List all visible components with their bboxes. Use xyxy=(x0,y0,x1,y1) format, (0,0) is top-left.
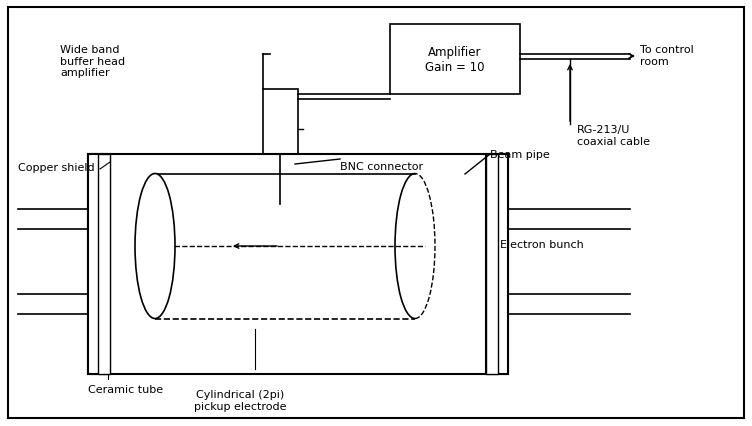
Text: Beam pipe: Beam pipe xyxy=(490,150,550,160)
Text: BNC connector: BNC connector xyxy=(340,161,423,172)
Bar xyxy=(263,90,298,170)
Ellipse shape xyxy=(135,174,175,319)
Text: Amplifier
Gain = 10: Amplifier Gain = 10 xyxy=(425,46,485,74)
Bar xyxy=(390,25,520,95)
Bar xyxy=(274,195,287,204)
Bar xyxy=(88,155,110,374)
Bar xyxy=(98,155,110,374)
Bar xyxy=(88,155,508,374)
Text: To control
room: To control room xyxy=(640,45,694,66)
Text: Wide band
buffer head
amplifier: Wide band buffer head amplifier xyxy=(60,45,125,78)
Bar xyxy=(486,155,498,374)
Bar xyxy=(486,155,508,374)
Text: Copper shield: Copper shield xyxy=(18,163,95,173)
Bar xyxy=(268,170,293,195)
Text: RG-213/U
coaxial cable: RG-213/U coaxial cable xyxy=(577,125,650,146)
Text: Ceramic tube: Ceramic tube xyxy=(88,384,163,394)
Text: Cylindrical (2pi)
pickup electrode: Cylindrical (2pi) pickup electrode xyxy=(194,389,287,411)
Text: Electron bunch: Electron bunch xyxy=(500,239,584,249)
